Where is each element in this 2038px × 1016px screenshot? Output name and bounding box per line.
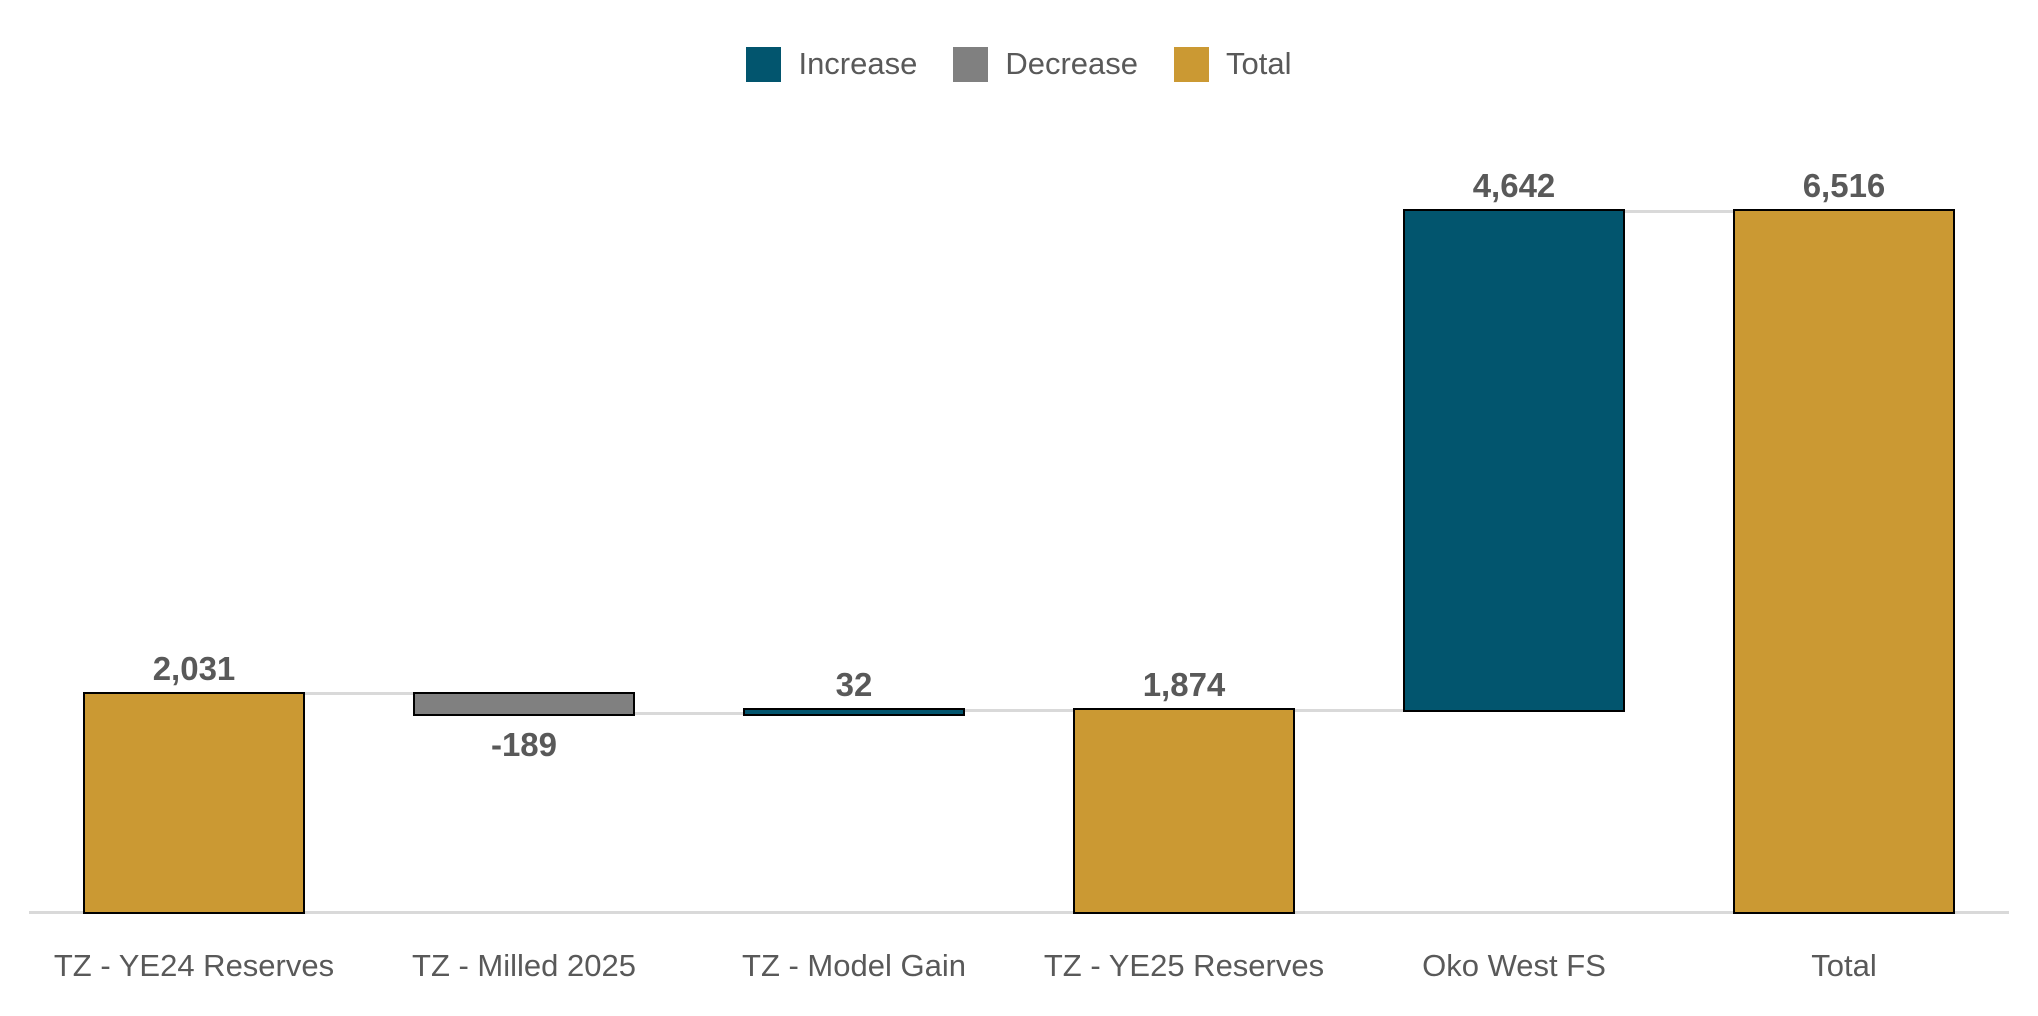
bar-tz-model-gain bbox=[743, 708, 965, 716]
legend-item-increase: Increase bbox=[746, 46, 917, 82]
category-label-tz-ye24-reserves: TZ - YE24 Reserves bbox=[53, 948, 335, 983]
legend-item-total: Total bbox=[1174, 46, 1292, 82]
value-label-tz-ye24-reserves: 2,031 bbox=[152, 649, 236, 687]
connector-line-3 bbox=[965, 708, 1073, 712]
bar-total bbox=[1733, 209, 1955, 914]
bar-tz-ye25-reserves bbox=[1073, 708, 1295, 914]
value-label-total: 6,516 bbox=[1802, 167, 1886, 204]
value-label-oko-west-fs: 4,642 bbox=[1472, 167, 1556, 204]
connector-line-4 bbox=[1295, 708, 1403, 712]
bar-tz-ye24-reserves bbox=[83, 691, 305, 914]
connector-line-5 bbox=[1625, 209, 1733, 213]
bar-tz-milled-2025 bbox=[413, 691, 635, 716]
chart-legend: Increase Decrease Total bbox=[0, 46, 2038, 82]
legend-label-decrease: Decrease bbox=[1005, 46, 1139, 81]
value-label-tz-model-gain: 32 bbox=[835, 666, 873, 704]
category-label-tz-model-gain: TZ - Model Gain bbox=[742, 948, 966, 983]
category-label-tz-milled-2025: TZ - Milled 2025 bbox=[412, 948, 636, 983]
bar-oko-west-fs bbox=[1403, 209, 1625, 713]
value-label-tz-milled-2025: -189 bbox=[490, 725, 558, 763]
decrease-swatch-icon bbox=[953, 46, 989, 82]
legend-item-decrease: Decrease bbox=[953, 46, 1138, 82]
total-swatch-icon bbox=[1174, 46, 1210, 82]
category-label-total: Total bbox=[1811, 948, 1877, 983]
category-label-oko-west-fs: Oko West FS bbox=[1422, 948, 1606, 983]
legend-label-increase: Increase bbox=[798, 46, 918, 81]
legend-label-total: Total bbox=[1226, 46, 1292, 81]
increase-swatch-icon bbox=[746, 46, 782, 82]
connector-line-1 bbox=[305, 692, 413, 695]
category-label-tz-ye25-reserves: TZ - YE25 Reserves bbox=[1043, 948, 1325, 983]
connector-line-2 bbox=[635, 712, 743, 716]
x-axis-line bbox=[29, 910, 2009, 914]
value-label-tz-ye25-reserves: 1,874 bbox=[1142, 666, 1226, 704]
